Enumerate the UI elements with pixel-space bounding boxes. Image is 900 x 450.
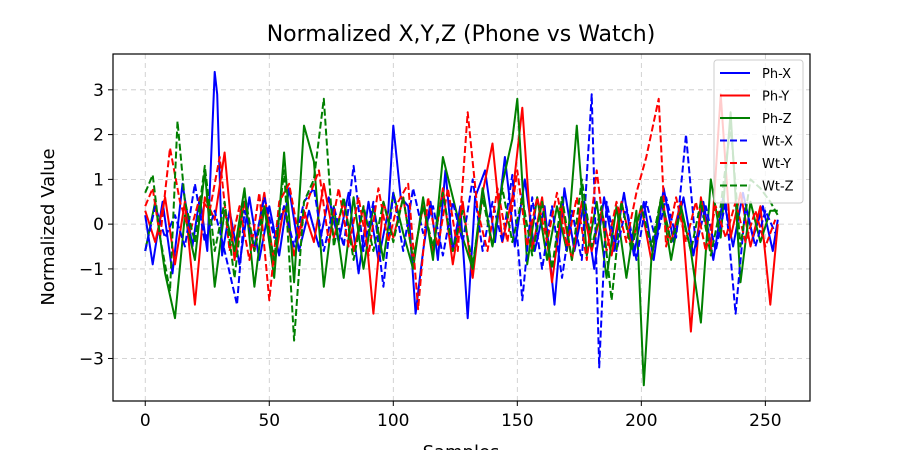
x-tick-label: 150 <box>501 411 533 431</box>
y-tick-label: −2 <box>79 305 104 325</box>
legend-entry: Wt-Y <box>762 157 791 172</box>
y-tick-label: −1 <box>79 260 104 280</box>
plot-frame <box>112 53 811 402</box>
y-tick-label: −3 <box>79 349 104 369</box>
x-tick-label: 250 <box>749 411 781 431</box>
y-tick-label: 1 <box>93 170 104 190</box>
chart-title: Normalized X,Y,Z (Phone vs Watch) <box>267 22 656 47</box>
legend-entry: Wt-Z <box>762 180 794 195</box>
x-tick-label: 100 <box>377 411 409 431</box>
y-axis-label: Normalized Value <box>38 148 59 305</box>
series-line-wt-x <box>144 93 777 369</box>
x-tick-label: 50 <box>258 411 280 431</box>
y-tick-label: 0 <box>93 215 104 235</box>
y-tick-label: 2 <box>93 126 104 146</box>
legend-entry: Ph-Y <box>762 90 789 105</box>
x-tick-label: 0 <box>140 411 151 431</box>
x-axis-ticks: 0 50 100 150 200 250 <box>140 401 782 431</box>
x-axis-label: Samples <box>423 442 500 450</box>
series-line-wt-z <box>144 97 779 342</box>
series-line-wt-y <box>144 97 777 311</box>
y-tick-label: 3 <box>93 81 104 101</box>
legend-entry: Ph-X <box>762 67 791 82</box>
legend-entry: Wt-X <box>762 135 793 150</box>
series-line-ph-z <box>144 97 778 387</box>
legend: Ph-X Ph-Y Ph-Z Wt-X Wt-Y Wt-Z <box>713 59 804 204</box>
series-line-ph-x <box>144 70 779 320</box>
y-axis-ticks: −3 −2 −1 0 1 2 3 <box>79 81 113 369</box>
series-lines <box>144 70 779 387</box>
legend-entry: Ph-Z <box>762 112 792 127</box>
x-tick-label: 200 <box>625 411 657 431</box>
